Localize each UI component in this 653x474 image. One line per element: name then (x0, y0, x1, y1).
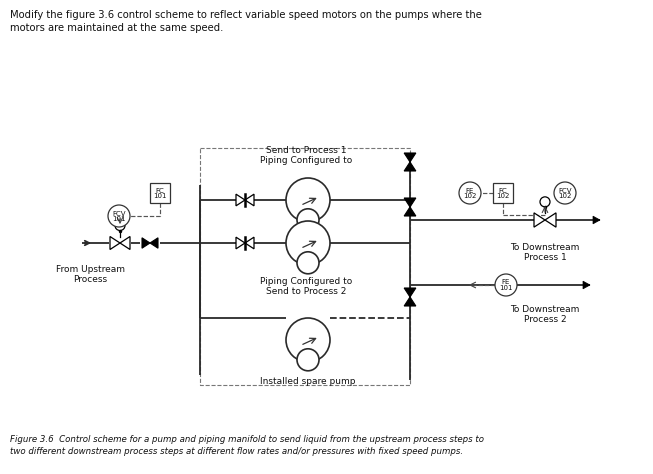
Text: FE: FE (466, 188, 474, 193)
Text: 102: 102 (496, 193, 510, 199)
Polygon shape (583, 281, 590, 289)
Text: From Upstream: From Upstream (56, 265, 125, 274)
Text: Modify the figure 3.6 control scheme to reflect variable speed motors on the pum: Modify the figure 3.6 control scheme to … (10, 10, 482, 20)
Text: motors are maintained at the same speed.: motors are maintained at the same speed. (10, 23, 223, 33)
Text: FC: FC (499, 188, 507, 193)
Polygon shape (404, 198, 416, 207)
Text: To Downstream: To Downstream (510, 243, 580, 252)
Polygon shape (404, 288, 416, 297)
Circle shape (286, 221, 330, 265)
Polygon shape (150, 238, 158, 248)
Text: 101: 101 (112, 216, 126, 222)
Text: 101: 101 (500, 285, 513, 291)
Circle shape (554, 182, 576, 204)
Text: Process 2: Process 2 (524, 316, 566, 325)
Text: FE: FE (502, 280, 510, 285)
Bar (150, 183, 170, 203)
Polygon shape (593, 216, 600, 224)
Polygon shape (236, 237, 245, 249)
Text: two different downstream process steps at different flow rates and/or pressures : two different downstream process steps a… (10, 447, 463, 456)
Polygon shape (142, 238, 150, 248)
Polygon shape (236, 194, 245, 206)
Circle shape (297, 252, 319, 274)
Circle shape (459, 182, 481, 204)
Text: Installed spare pump: Installed spare pump (261, 377, 356, 386)
Polygon shape (110, 237, 120, 249)
Circle shape (495, 274, 517, 296)
Text: Send to Process 2: Send to Process 2 (266, 286, 346, 295)
Circle shape (540, 197, 550, 207)
Polygon shape (545, 213, 556, 227)
Circle shape (286, 178, 330, 222)
Polygon shape (404, 207, 416, 216)
Text: Process: Process (73, 275, 107, 284)
Polygon shape (404, 297, 416, 306)
Circle shape (297, 209, 319, 231)
Text: Figure 3.6  Control scheme for a pump and piping manifold to send liquid from th: Figure 3.6 Control scheme for a pump and… (10, 435, 484, 444)
Circle shape (286, 318, 330, 362)
Polygon shape (534, 213, 545, 227)
Text: FCV: FCV (112, 210, 126, 217)
Text: FC: FC (155, 188, 165, 193)
Text: Piping Configured to: Piping Configured to (260, 155, 352, 164)
Text: 102: 102 (558, 193, 571, 199)
Circle shape (115, 220, 125, 230)
Text: 101: 101 (153, 193, 167, 199)
Text: Send to Process 1: Send to Process 1 (266, 146, 346, 155)
Text: FCV: FCV (558, 188, 572, 193)
Polygon shape (404, 153, 416, 162)
Text: Piping Configured to: Piping Configured to (260, 276, 352, 285)
Circle shape (297, 349, 319, 371)
Polygon shape (404, 162, 416, 171)
Text: 102: 102 (464, 193, 477, 199)
Bar (493, 183, 513, 203)
Polygon shape (245, 237, 254, 249)
Polygon shape (245, 194, 254, 206)
Text: Process 1: Process 1 (524, 253, 566, 262)
Circle shape (108, 205, 130, 227)
Text: To Downstream: To Downstream (510, 306, 580, 315)
Polygon shape (120, 237, 130, 249)
